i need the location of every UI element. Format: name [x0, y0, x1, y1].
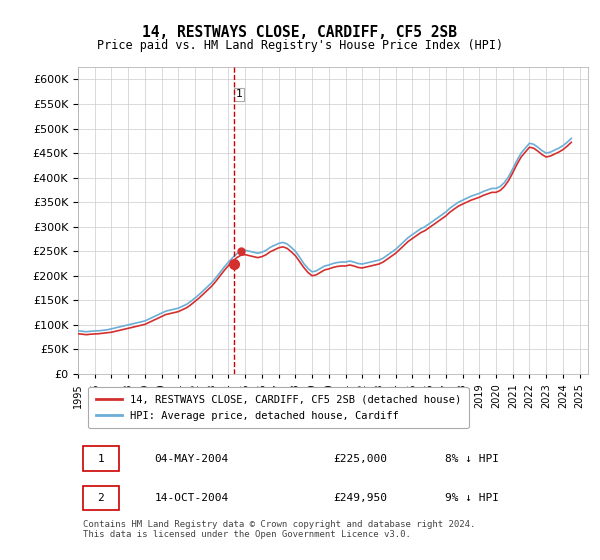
Text: 8% ↓ HPI: 8% ↓ HPI	[445, 454, 499, 464]
Text: 14-OCT-2004: 14-OCT-2004	[155, 493, 229, 503]
Legend: 14, RESTWAYS CLOSE, CARDIFF, CF5 2SB (detached house), HPI: Average price, detac: 14, RESTWAYS CLOSE, CARDIFF, CF5 2SB (de…	[88, 388, 469, 428]
Text: £225,000: £225,000	[333, 454, 387, 464]
Text: 2: 2	[98, 493, 104, 503]
Text: 14, RESTWAYS CLOSE, CARDIFF, CF5 2SB: 14, RESTWAYS CLOSE, CARDIFF, CF5 2SB	[143, 25, 458, 40]
Text: 04-MAY-2004: 04-MAY-2004	[155, 454, 229, 464]
Text: £249,950: £249,950	[333, 493, 387, 503]
Text: 1: 1	[98, 454, 104, 464]
Text: 1: 1	[236, 89, 242, 99]
Text: 9% ↓ HPI: 9% ↓ HPI	[445, 493, 499, 503]
FancyBboxPatch shape	[83, 486, 119, 511]
Text: Contains HM Land Registry data © Crown copyright and database right 2024.
This d: Contains HM Land Registry data © Crown c…	[83, 520, 475, 539]
Text: Price paid vs. HM Land Registry's House Price Index (HPI): Price paid vs. HM Land Registry's House …	[97, 39, 503, 52]
FancyBboxPatch shape	[83, 446, 119, 470]
